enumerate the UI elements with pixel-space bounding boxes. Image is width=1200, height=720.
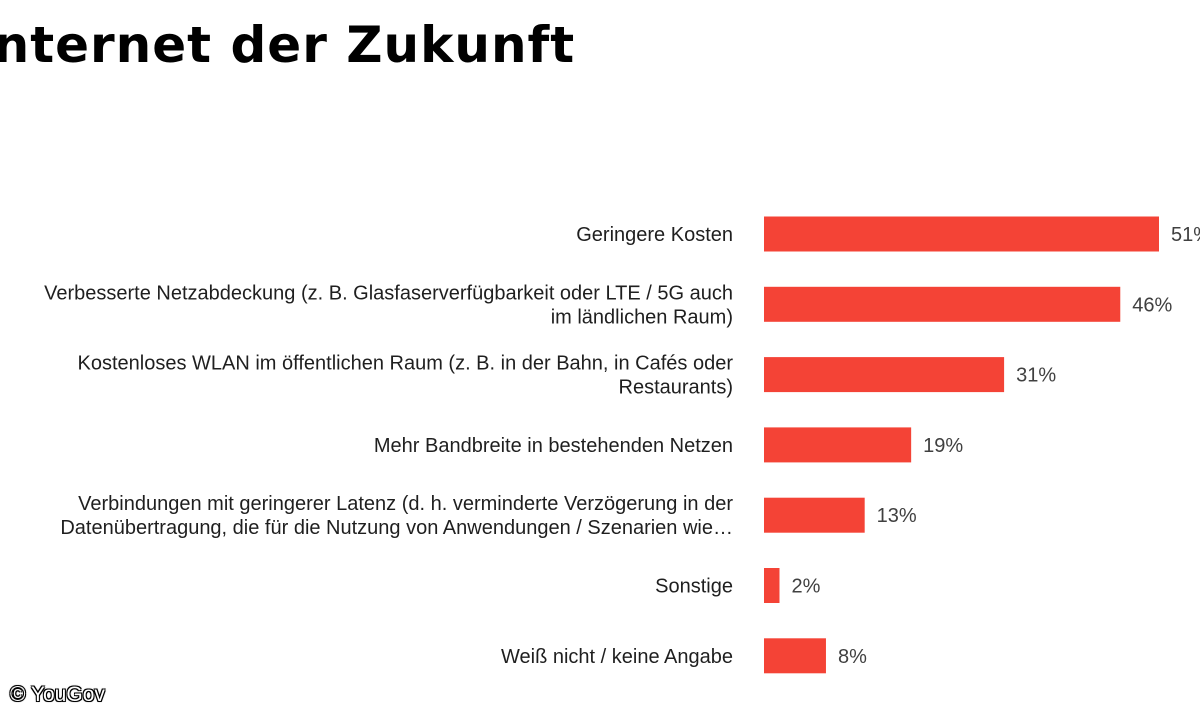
- value-label-4: 13%: [877, 505, 917, 527]
- category-label-1-line-1: im ländlichen Raum): [551, 306, 733, 328]
- category-label-2-line-1: Restaurants): [619, 377, 734, 399]
- category-label-4-line-1: Datenübertragung, die für die Nutzung vo…: [60, 517, 733, 539]
- category-label-2-line-0: Kostenloses WLAN im öffentlichen Raum (z…: [78, 353, 734, 375]
- copyright-watermark: © YouGov: [10, 683, 105, 706]
- category-label-0-line-0: Geringere Kosten: [576, 224, 733, 246]
- value-label-0: 51%: [1171, 224, 1200, 246]
- bar-4: [764, 497, 865, 533]
- value-label-3: 19%: [923, 435, 963, 457]
- value-label-5: 2%: [791, 576, 820, 598]
- value-label-6: 8%: [838, 646, 867, 668]
- bar-0: [764, 216, 1159, 252]
- category-label-3-line-0: Mehr Bandbreite in bestehenden Netzen: [374, 435, 733, 457]
- bar-6: [764, 638, 826, 674]
- bar-2: [764, 357, 1005, 393]
- bar-5: [764, 568, 780, 603]
- bar-3: [764, 427, 912, 463]
- value-label-1: 46%: [1132, 294, 1172, 316]
- bar-1: [764, 286, 1121, 322]
- category-label-1-line-0: Verbesserte Netzabdeckung (z. B. Glasfas…: [44, 282, 733, 304]
- chart-title: Internet der Zukunft: [0, 16, 576, 74]
- value-label-2: 31%: [1016, 365, 1056, 387]
- category-label-5-line-0: Sonstige: [655, 576, 733, 598]
- category-label-6-line-0: Weiß nicht / keine Angabe: [501, 646, 733, 668]
- category-label-4-line-0: Verbindungen mit geringerer Latenz (d. h…: [78, 493, 733, 515]
